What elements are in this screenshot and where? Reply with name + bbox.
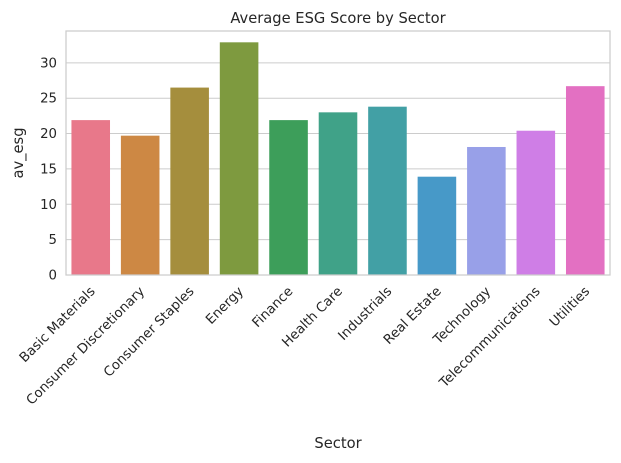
bar <box>565 86 605 275</box>
bar <box>219 42 259 275</box>
y-ticks: 0 5 10 15 20 25 30 <box>40 56 57 283</box>
y-tick-label: 5 <box>49 233 57 248</box>
bar <box>516 130 556 275</box>
x-tick-label: Consumer Staples <box>101 284 197 380</box>
bar <box>71 120 111 276</box>
bar <box>368 106 407 276</box>
y-axis-label: av_esg <box>10 127 27 178</box>
bar <box>120 135 160 275</box>
y-tick-label: 30 <box>40 56 57 71</box>
bar <box>318 112 358 275</box>
x-tick-label: Energy <box>203 284 247 328</box>
chart-title: Average ESG Score by Sector <box>230 10 446 27</box>
y-tick-label: 25 <box>40 92 57 107</box>
bars <box>71 42 605 276</box>
x-axis-label: Sector <box>314 435 362 452</box>
x-tick-label: Finance <box>250 284 297 331</box>
bar <box>417 176 457 275</box>
y-tick-label: 0 <box>49 269 57 284</box>
y-tick-label: 15 <box>40 162 57 177</box>
bar <box>269 120 308 276</box>
bar <box>170 87 209 275</box>
plot-frame <box>65 30 611 276</box>
y-tick-label: 20 <box>40 127 57 142</box>
x-tick-label: Utilities <box>547 284 593 330</box>
x-tick-label: Telecommunications <box>436 284 543 391</box>
y-tick-label: 10 <box>40 198 57 213</box>
bar <box>467 146 506 275</box>
